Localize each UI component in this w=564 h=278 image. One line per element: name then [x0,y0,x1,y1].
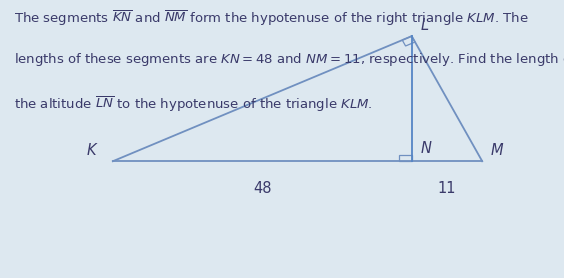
Text: 48: 48 [253,181,271,196]
Text: N: N [420,141,431,156]
Text: 11: 11 [438,181,456,196]
Text: the altitude $\overline{LN}$ to the hypotenuse of the triangle $KLM$.: the altitude $\overline{LN}$ to the hypo… [14,95,373,114]
Text: L: L [420,18,428,33]
Text: M: M [491,143,503,158]
Text: K: K [86,143,96,158]
Text: lengths of these segments are $KN = 48$ and $NM = 11$, respectively. Find the le: lengths of these segments are $KN = 48$ … [14,51,564,68]
Text: The segments $\overline{KN}$ and $\overline{NM}$ form the hypotenuse of the righ: The segments $\overline{KN}$ and $\overl… [14,8,528,28]
